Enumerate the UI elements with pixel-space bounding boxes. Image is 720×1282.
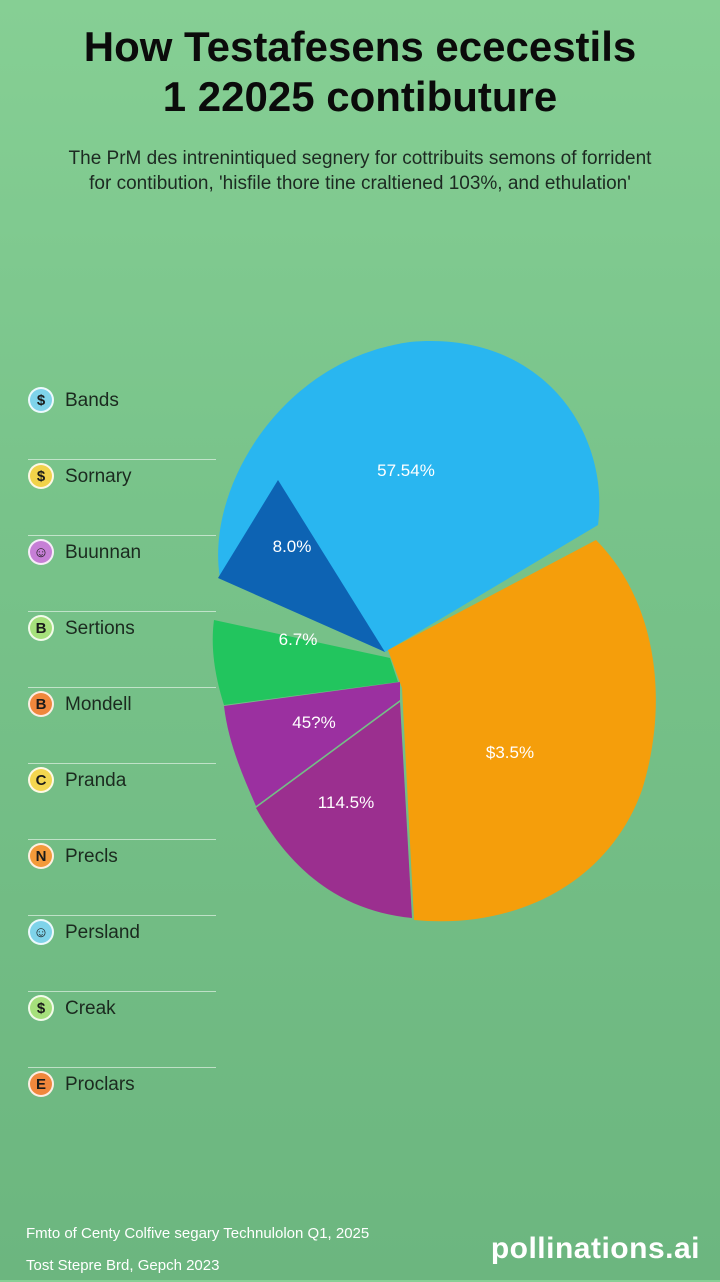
- pie-chart-svg: 57.54% 8.0% 6.7% 45?% 114.5% $3.5%: [212, 341, 656, 922]
- footer-line-1: Fmto of Centy Colfive segary Technulolon…: [26, 1225, 370, 1242]
- watermark-logo: pollinations.ai: [490, 1232, 700, 1265]
- legend-label: Sertions: [65, 618, 135, 639]
- person-icon: ☺: [28, 539, 54, 565]
- legend-divider: [28, 611, 216, 612]
- legend-divider: [28, 763, 216, 764]
- slice-label: 8.0%: [273, 537, 312, 556]
- legend-label: Creak: [65, 998, 116, 1019]
- pie-slice: [224, 682, 400, 806]
- pie-slice: [256, 702, 412, 918]
- legend-divider: [28, 687, 216, 688]
- slice-label: 45?%: [292, 713, 335, 732]
- letter-n-icon: N: [28, 843, 54, 869]
- legend-label: Proclars: [65, 1074, 135, 1095]
- legend-item: $ Creak: [28, 992, 216, 1068]
- chart-title: How Testafesens ececestils 1 22025 conti…: [0, 22, 720, 122]
- legend-item: E Proclars: [28, 1068, 216, 1144]
- slice-label: $3.5%: [486, 743, 534, 762]
- letter-b-icon: B: [28, 615, 54, 641]
- legend-divider: [28, 459, 216, 460]
- slice-label: 6.7%: [279, 630, 318, 649]
- pie-slice: [212, 620, 398, 705]
- legend-divider: [28, 839, 216, 840]
- chart-subtitle: The PrM des intrenintiqued segnery for c…: [20, 146, 700, 196]
- legend-divider: [28, 991, 216, 992]
- legend-item: B Mondell: [28, 688, 216, 764]
- letter-b-icon: B: [28, 691, 54, 717]
- legend-divider: [28, 1067, 216, 1068]
- legend-divider: [28, 535, 216, 536]
- legend-item: N Precls: [28, 840, 216, 916]
- legend: $ Bands $ Sornary ☺ Buunnan B Sertions B…: [28, 384, 216, 1144]
- legend-item: $ Bands: [28, 384, 216, 460]
- footer: Fmto of Centy Colfive segary Technulolon…: [26, 1218, 369, 1282]
- slice-label: 57.54%: [377, 461, 435, 480]
- legend-label: Mondell: [65, 694, 132, 715]
- subtitle-line-2: for contibution, 'hisfile thore tine cra…: [89, 173, 631, 194]
- letter-c-icon: C: [28, 767, 54, 793]
- dollar-icon: $: [28, 463, 54, 489]
- legend-label: Bands: [65, 390, 119, 411]
- letter-e-icon: E: [28, 1071, 54, 1097]
- subtitle-line-1: The PrM des intrenintiqued segnery for c…: [68, 148, 652, 169]
- footer-line-2: Tost Stepre Brd, Gepch 2023: [26, 1257, 220, 1274]
- dollar-icon: $: [28, 995, 54, 1021]
- legend-item: ☺ Buunnan: [28, 536, 216, 612]
- legend-label: Precls: [65, 846, 118, 867]
- dollar-icon: $: [28, 387, 54, 413]
- legend-item: B Sertions: [28, 612, 216, 688]
- legend-divider: [28, 915, 216, 916]
- pie-slice: [218, 480, 385, 652]
- slice-label: 114.5%: [318, 793, 374, 812]
- legend-label: Buunnan: [65, 542, 142, 563]
- legend-label: Sornary: [65, 466, 132, 487]
- legend-label: Pranda: [65, 770, 127, 791]
- legend-item: $ Sornary: [28, 460, 216, 536]
- legend-item: ☺ Persland: [28, 916, 216, 992]
- title-line-2: 1 22025 contibuture: [162, 73, 558, 120]
- title-line-1: How Testafesens ececestils: [83, 23, 637, 70]
- pie-slice: [388, 540, 656, 922]
- legend-item: C Pranda: [28, 764, 216, 840]
- pie-chart: 57.54% 8.0% 6.7% 45?% 114.5% $3.5%: [200, 320, 680, 960]
- person-icon: ☺: [28, 919, 54, 945]
- legend-label: Persland: [65, 922, 140, 943]
